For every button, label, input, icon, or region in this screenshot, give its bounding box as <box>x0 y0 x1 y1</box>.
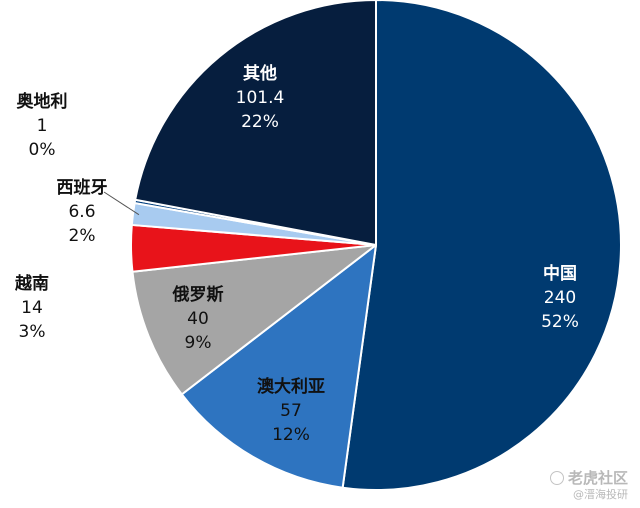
label-other: 其他 101.4 22% <box>235 64 285 132</box>
pie-slice-australia <box>180 244 377 489</box>
pie-slice-china <box>341 0 622 491</box>
label-australia: 澳大利亚 57 12% <box>257 377 325 445</box>
community-logo-icon <box>549 471 564 485</box>
pie-slice-russia <box>131 244 377 396</box>
label-vietnam: 越南 14 3% <box>15 274 49 342</box>
watermark-sub: @溍海投研 <box>573 488 628 501</box>
label-china: 中国 240 52% <box>541 264 579 332</box>
watermark: 老虎社区 @溍海投研 <box>549 468 628 502</box>
pie-slice-other <box>134 0 377 246</box>
label-austria: 奥地利 1 0% <box>16 92 68 160</box>
label-spain: 西班牙 6.6 2% <box>56 178 108 246</box>
watermark-main: 老虎社区 <box>549 468 628 488</box>
label-russia: 俄罗斯 40 9% <box>172 285 224 353</box>
leader-line-spain <box>103 191 140 216</box>
